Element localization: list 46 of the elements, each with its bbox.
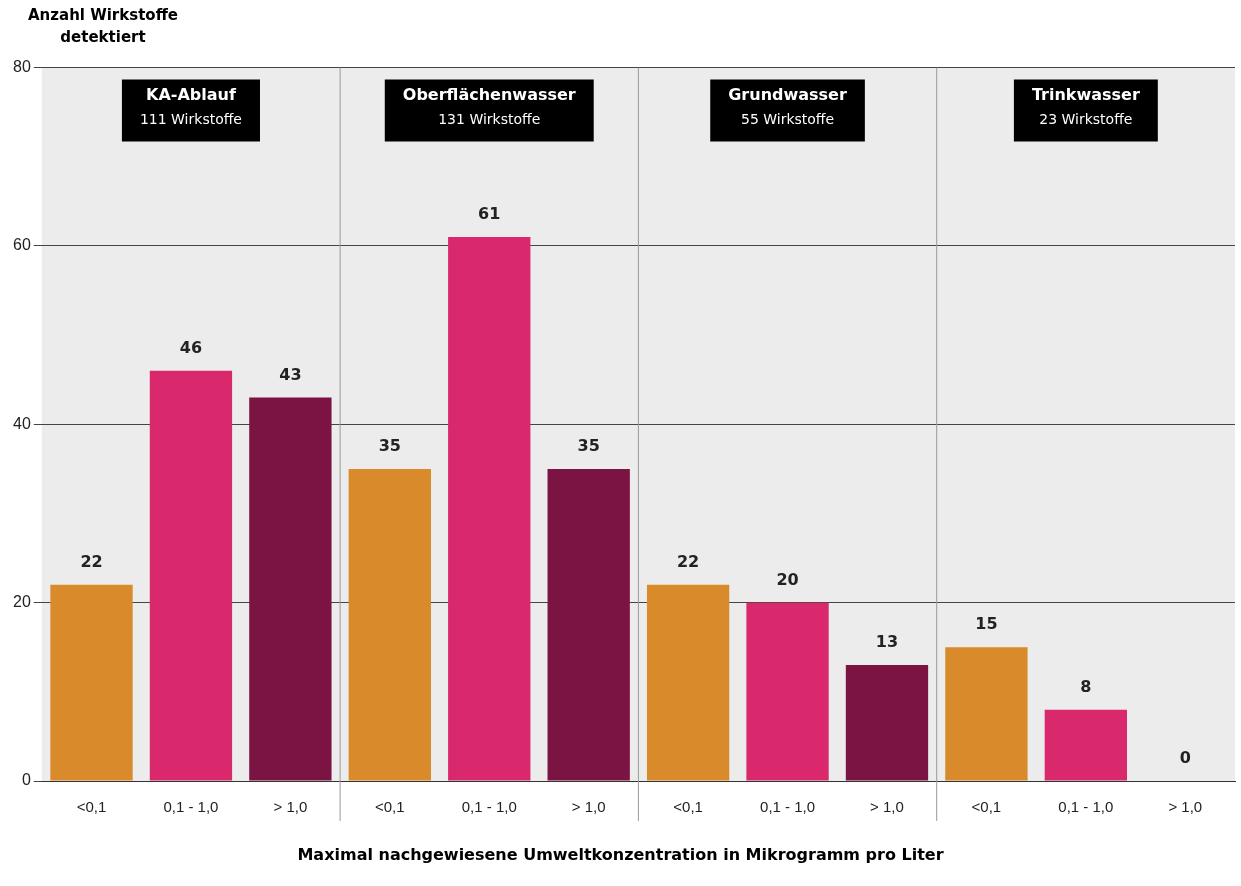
data-label: 0 — [1179, 748, 1191, 768]
data-label: 15 — [975, 614, 998, 634]
y-tick-label: 80 — [13, 58, 31, 76]
annotation: KA-Ablauf 111 Wirkstoffe — [139, 84, 242, 128]
x-tick-label: > 1,0 — [1168, 798, 1203, 816]
data-label: 22 — [676, 551, 700, 571]
bar — [249, 397, 332, 781]
bar — [448, 237, 531, 781]
data-label: 13 — [875, 632, 899, 652]
y-axis-title: Anzahl Wirkstoffe detektiert — [28, 5, 178, 48]
annotation: Grundwasser 55 Wirkstoffe — [728, 84, 847, 128]
y-tick-label: 40 — [13, 414, 31, 432]
bar — [746, 602, 829, 781]
x-tick-label: <0,1 — [76, 798, 107, 816]
x-tick-label: 0,1 - 1,0 — [1058, 798, 1114, 816]
bar — [646, 584, 730, 781]
x-tick-label: 0,1 - 1,0 — [163, 798, 219, 816]
bar — [547, 468, 630, 781]
bar — [149, 370, 233, 781]
x-tick-label: <0,1 — [971, 798, 1002, 816]
x-axis-title: Maximal nachgewiesene Umweltkonzentration in Mikrogramm pro Liter — [296, 845, 945, 864]
x-tick-label: <0,1 — [673, 798, 703, 816]
bar — [845, 665, 929, 781]
y-tick-label: 20 — [13, 593, 31, 611]
data-label: 35 — [577, 436, 600, 456]
x-tick-label: > 1,0 — [273, 798, 308, 816]
data-label: 22 — [80, 551, 103, 571]
x-tick-label: 0,1 - 1,0 — [461, 798, 517, 816]
data-label: 43 — [279, 364, 302, 384]
y-tick-label: 0 — [21, 771, 31, 789]
bar — [1044, 709, 1128, 781]
data-label: 35 — [378, 436, 401, 456]
bar — [348, 468, 431, 781]
x-tick-label: > 1,0 — [571, 798, 606, 816]
data-label: 8 — [1080, 676, 1092, 696]
x-tick-label: > 1,0 — [870, 798, 904, 816]
data-label: 20 — [776, 569, 799, 589]
y-tick-label: 60 — [13, 236, 31, 254]
data-label: 61 — [478, 204, 501, 224]
data-label: 46 — [179, 337, 203, 357]
annotation: Trinkwasser 23 Wirkstoffe — [1031, 84, 1140, 128]
bar — [50, 584, 133, 781]
x-tick-label: 0,1 - 1,0 — [760, 798, 816, 816]
bar — [945, 647, 1028, 781]
annotation: Oberflächenwasser 131 Wirkstoffe — [402, 84, 576, 128]
x-tick-label: <0,1 — [375, 798, 405, 816]
